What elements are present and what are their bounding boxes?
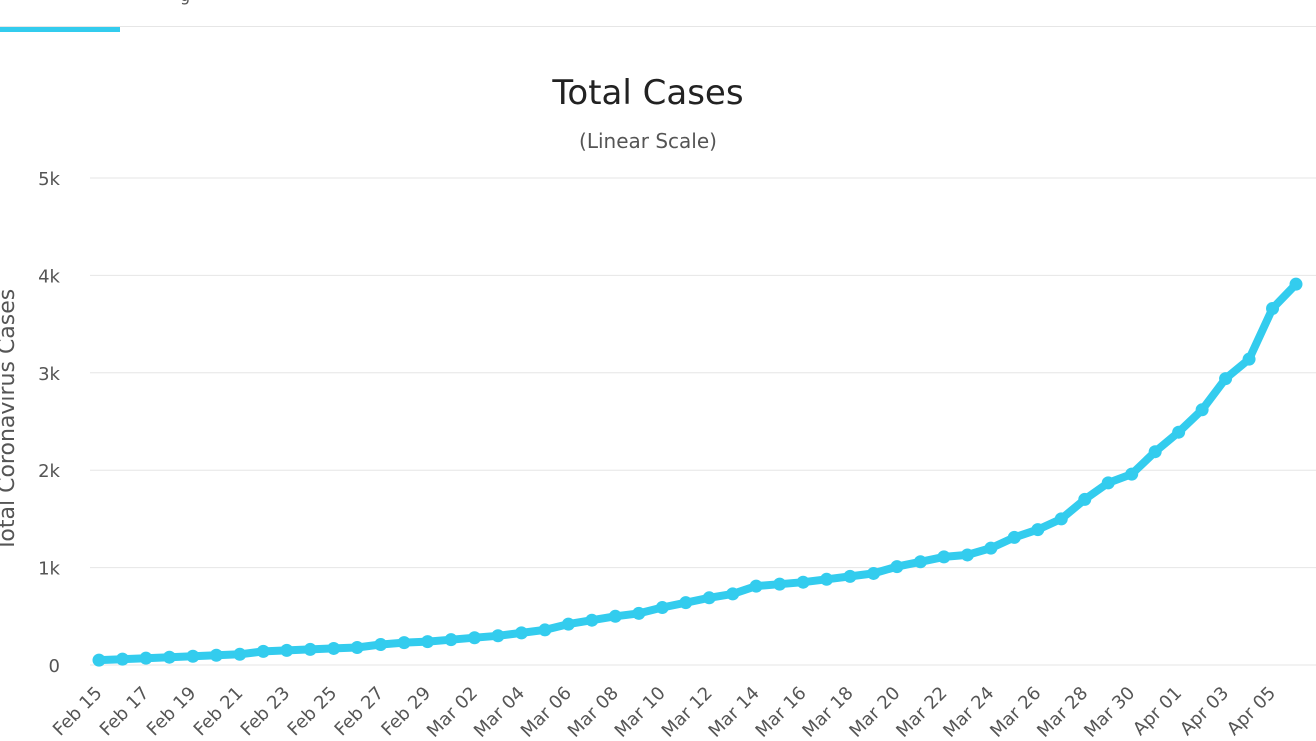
x-tick-label: Mar 24 <box>939 683 998 741</box>
data-point[interactable] <box>1031 523 1045 537</box>
data-point[interactable] <box>1054 512 1068 526</box>
data-point[interactable] <box>1242 352 1256 366</box>
data-point[interactable] <box>608 609 622 623</box>
x-tick-label: Mar 30 <box>1080 683 1139 741</box>
data-point[interactable] <box>256 644 270 658</box>
chart-subtitle: (Linear Scale) <box>579 129 717 153</box>
x-tick-label: Feb 25 <box>284 683 342 741</box>
data-point[interactable] <box>561 617 575 631</box>
data-point[interactable] <box>115 652 129 666</box>
data-point[interactable] <box>679 596 693 610</box>
x-tick-label: Feb 23 <box>237 683 295 741</box>
data-point[interactable] <box>92 653 106 667</box>
data-point[interactable] <box>514 626 528 640</box>
data-point[interactable] <box>186 649 200 663</box>
x-tick-label: Feb 21 <box>190 683 248 741</box>
y-axis-ticks: 0 1k 2k 3k 4k 5k <box>38 169 60 677</box>
x-tick-label: Feb 19 <box>143 683 201 741</box>
tab-bar: g <box>0 0 1316 32</box>
data-point[interactable] <box>960 548 974 562</box>
data-point[interactable] <box>1289 277 1303 291</box>
data-point[interactable] <box>1148 445 1162 459</box>
y-tick-label: 3k <box>38 364 60 385</box>
data-point[interactable] <box>1078 492 1092 506</box>
data-point[interactable] <box>327 641 341 655</box>
data-point[interactable] <box>843 569 857 583</box>
data-point[interactable] <box>1266 302 1280 316</box>
x-tick-label: Apr 05 <box>1223 683 1280 740</box>
data-point[interactable] <box>162 650 176 664</box>
y-tick-label: 1k <box>38 559 60 580</box>
data-point[interactable] <box>1172 425 1186 439</box>
data-point[interactable] <box>937 550 951 564</box>
grid-lines <box>90 177 1316 666</box>
data-point[interactable] <box>796 575 810 589</box>
data-point[interactable] <box>1195 403 1209 417</box>
data-point[interactable] <box>820 572 834 586</box>
x-tick-label: Mar 10 <box>611 683 670 741</box>
data-point[interactable] <box>773 577 787 591</box>
data-point[interactable] <box>444 633 458 647</box>
data-point[interactable] <box>726 587 740 601</box>
data-point[interactable] <box>538 623 552 637</box>
x-tick-label: Mar 12 <box>658 683 717 741</box>
y-tick-label: 5k <box>38 169 60 190</box>
series-total-cases <box>92 277 1303 667</box>
data-point[interactable] <box>374 638 388 652</box>
data-point[interactable] <box>585 613 599 627</box>
data-point[interactable] <box>702 591 716 605</box>
data-point[interactable] <box>233 647 247 661</box>
x-tick-label: Mar 04 <box>470 683 529 741</box>
x-tick-label: Mar 18 <box>798 683 857 741</box>
data-point[interactable] <box>421 635 435 649</box>
x-tick-label: Feb 27 <box>331 683 389 741</box>
x-tick-label: Mar 14 <box>705 683 764 741</box>
data-point[interactable] <box>1219 372 1233 386</box>
series-line <box>95 280 1300 665</box>
active-tab-indicator <box>0 27 120 32</box>
x-tick-label: Mar 22 <box>892 683 951 741</box>
y-axis-label: Total Coronavirus Cases <box>0 289 20 553</box>
x-tick-label: Mar 06 <box>517 683 576 741</box>
y-tick-label: 4k <box>38 266 60 287</box>
data-point[interactable] <box>1125 467 1139 481</box>
data-point[interactable] <box>913 555 927 569</box>
x-tick-label: Mar 02 <box>423 683 482 741</box>
data-point[interactable] <box>984 541 998 555</box>
data-point[interactable] <box>867 566 881 580</box>
x-tick-label: Apr 01 <box>1129 683 1186 740</box>
data-point[interactable] <box>1007 530 1021 544</box>
data-point[interactable] <box>890 560 904 574</box>
y-tick-label: 2k <box>38 461 60 482</box>
data-point[interactable] <box>209 648 223 662</box>
data-point[interactable] <box>491 629 505 643</box>
x-tick-label: Apr 03 <box>1176 683 1233 740</box>
x-tick-label: Mar 20 <box>845 683 904 741</box>
x-tick-label: Feb 15 <box>49 683 107 741</box>
data-point[interactable] <box>280 643 294 657</box>
tab-label[interactable]: g <box>180 0 190 5</box>
x-tick-label: Mar 26 <box>986 683 1045 741</box>
data-point[interactable] <box>350 640 364 654</box>
data-point[interactable] <box>468 631 482 645</box>
x-tick-label: Mar 16 <box>752 683 811 741</box>
data-point[interactable] <box>1101 476 1115 490</box>
data-point[interactable] <box>397 636 411 650</box>
data-point[interactable] <box>303 642 317 656</box>
chart-title: Total Cases <box>551 73 743 113</box>
x-tick-label: Mar 08 <box>564 683 623 741</box>
data-point[interactable] <box>632 606 646 620</box>
data-point[interactable] <box>655 601 669 615</box>
x-tick-label: Mar 28 <box>1033 683 1092 741</box>
data-point[interactable] <box>749 579 763 593</box>
data-point[interactable] <box>139 651 153 665</box>
x-tick-label: Feb 17 <box>96 683 154 741</box>
y-tick-label: 0 <box>49 656 60 677</box>
